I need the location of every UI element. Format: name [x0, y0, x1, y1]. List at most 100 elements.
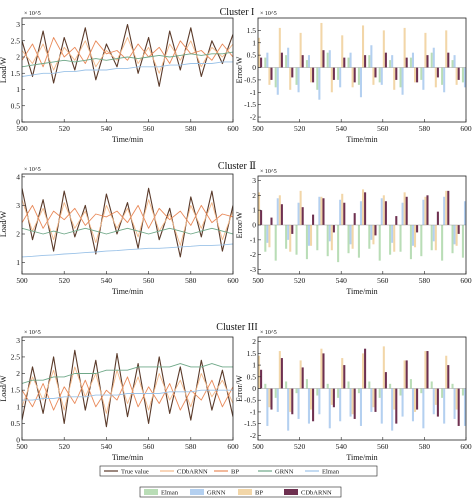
- cluster2-error-ytick-label: 3: [252, 176, 256, 185]
- cluster2-error-bar-cdbarnn: [395, 216, 398, 225]
- cluster1-error-bar-bp: [299, 32, 302, 68]
- cluster2-error-bar-grnn: [266, 225, 269, 243]
- cluster1-error-bar-elman: [295, 67, 298, 85]
- legend-lines: [99, 465, 378, 477]
- cluster2-error-bar-cdbarnn: [384, 201, 387, 225]
- cluster2-error-bar-grnn: [276, 198, 279, 225]
- cluster2-error-bar-elman: [368, 225, 371, 249]
- cluster2-load-xtick-label: 520: [59, 276, 71, 285]
- cluster2-load-title: Cluster Ⅱ: [218, 161, 256, 172]
- cluster3-load-title: Cluster III: [216, 322, 257, 333]
- cluster1-error-bar-cdbarnn: [270, 67, 273, 80]
- cluster2-error-bar-bp: [455, 225, 458, 246]
- cluster1-error-bar-cdbarnn: [312, 67, 315, 83]
- cluster3-error-bar-elman: [378, 388, 381, 398]
- cluster1-error-bar-elman: [347, 57, 350, 68]
- cluster1-error-xtick-label: 560: [377, 124, 389, 133]
- cluster3-error-xtick-label: 560: [377, 442, 389, 451]
- cluster3-error-bar-bp: [330, 388, 333, 405]
- cluster1-error-bar-elman: [461, 67, 464, 83]
- cluster1-error-bar-elman: [430, 52, 433, 68]
- cluster1-error-bar-grnn: [411, 52, 414, 68]
- cluster3-error-bar-cdbarnn: [405, 360, 408, 389]
- cluster2-load-xtick-label: 500: [16, 276, 28, 285]
- cluster1-error-bar-cdbarnn: [322, 50, 325, 68]
- cluster2-error-ylabel: Error/W: [235, 211, 244, 238]
- cluster3-load-ytick-label: 2.5: [11, 352, 21, 361]
- cluster2-error-ytick-label: -1: [250, 235, 256, 244]
- cluster3-load-y-exponent: × 10^5: [24, 330, 41, 336]
- cluster2-error-bar-grnn: [391, 225, 394, 243]
- cluster3-error-bar-grnn: [339, 388, 342, 422]
- legend-bar-swatch: [144, 489, 158, 495]
- cluster3-error-bar-elman: [285, 381, 288, 389]
- cluster1-error-bar-bp: [424, 32, 427, 68]
- cluster3-error-bar-bp: [414, 388, 417, 412]
- cluster2-error-bar-elman: [357, 225, 360, 258]
- cluster1-error-bar-bp: [330, 67, 333, 93]
- cluster1-error-bar-elman: [451, 60, 454, 68]
- cluster3-load-ytick-label: 3: [16, 336, 20, 345]
- cluster1-error-ylabel: Error/W: [235, 56, 244, 83]
- cluster1-error-bar-bp: [393, 67, 396, 90]
- legend-bar-label: Elman: [161, 489, 179, 496]
- cluster2-error-bar-elman: [264, 225, 267, 252]
- cluster1-error-bar-grnn: [339, 67, 342, 88]
- cluster2-error-xlabel: Time/min: [346, 287, 377, 296]
- cluster1-error-bar-grnn: [370, 45, 373, 68]
- cluster1-load-xtick-label: 580: [185, 124, 197, 133]
- cluster1-load-xtick-label: 600: [227, 124, 239, 133]
- cluster3-load-ytick-label: 0: [16, 436, 20, 445]
- cluster2-error-bar-elman: [337, 225, 340, 263]
- cluster1-load-series-bp: [22, 37, 233, 68]
- cluster2-error-bar-grnn: [401, 202, 404, 225]
- cluster1-error-bar-bp: [268, 67, 271, 85]
- cluster1-error-plot-area: [258, 22, 466, 100]
- cluster2-error-bar-bp: [362, 189, 365, 225]
- cluster1-error-bar-bp: [278, 27, 281, 68]
- cluster3-error-bar-cdbarnn: [447, 365, 450, 389]
- cluster1-load-ytick-label: 2: [16, 53, 20, 62]
- cluster3-load-xtick-label: 600: [227, 442, 239, 451]
- cluster1-error-bar-cdbarnn: [280, 52, 283, 68]
- cluster3-error-bar-grnn: [443, 388, 446, 424]
- cluster2-error-bar-cdbarnn: [301, 207, 304, 225]
- cluster2-error-bar-elman: [305, 225, 308, 260]
- cluster1-error-bar-elman: [420, 67, 423, 80]
- cluster2-error-bar-cdbarnn: [312, 214, 315, 225]
- cluster1-error-bar-bp: [320, 22, 323, 68]
- legend-bar-label: BP: [255, 489, 263, 496]
- cluster1-error-ytick-label: -2: [250, 113, 256, 122]
- cluster2-error-bar-grnn: [443, 196, 446, 225]
- cluster2-error-xtick-label: 560: [377, 276, 389, 285]
- cluster3-load-plot-area: [22, 349, 233, 428]
- cluster3-error-bar-bp: [403, 360, 406, 389]
- cluster3-error-bar-bp: [289, 388, 292, 412]
- cluster3-error-bar-grnn: [297, 388, 300, 419]
- cluster2-load-series-elman: [22, 243, 233, 258]
- cluster2-error-bar-cdbarnn: [374, 225, 377, 236]
- cluster2-error-bar-cdbarnn: [364, 192, 367, 225]
- cluster2-error-bar-bp: [268, 225, 271, 248]
- cluster1-error-bar-cdbarnn: [395, 67, 398, 80]
- cluster1-error-bar-cdbarnn: [301, 55, 304, 68]
- cluster1-error-xtick-label: 540: [336, 124, 348, 133]
- cluster2-load-series-cdbarnn: [22, 199, 233, 246]
- cluster3-error-bar-grnn: [453, 388, 456, 419]
- cluster3-error-ytick-label: -2: [250, 431, 256, 440]
- cluster2-error-bar-cdbarnn: [447, 190, 450, 225]
- cluster3-error-bar-elman: [357, 388, 360, 394]
- cluster1-error-axes-frame: [257, 17, 467, 123]
- cluster1-load-axes-frame: [21, 17, 234, 123]
- cluster2-error-bar-cdbarnn: [457, 225, 460, 234]
- cluster2-load-ytick-label: 1: [16, 258, 20, 267]
- cluster1-error-bar-grnn: [276, 67, 279, 95]
- cluster3-error-bar-cdbarnn: [457, 388, 460, 426]
- cluster2-error-bar-elman: [451, 225, 454, 254]
- cluster1-error-bar-grnn: [401, 67, 404, 95]
- cluster2-error-bar-elman: [295, 225, 298, 255]
- cluster2-error-bar-elman: [285, 225, 288, 249]
- cluster3-error-bar-grnn: [359, 388, 362, 426]
- cluster2-error-bar-bp: [310, 225, 313, 246]
- cluster3-error-bar-elman: [326, 383, 329, 389]
